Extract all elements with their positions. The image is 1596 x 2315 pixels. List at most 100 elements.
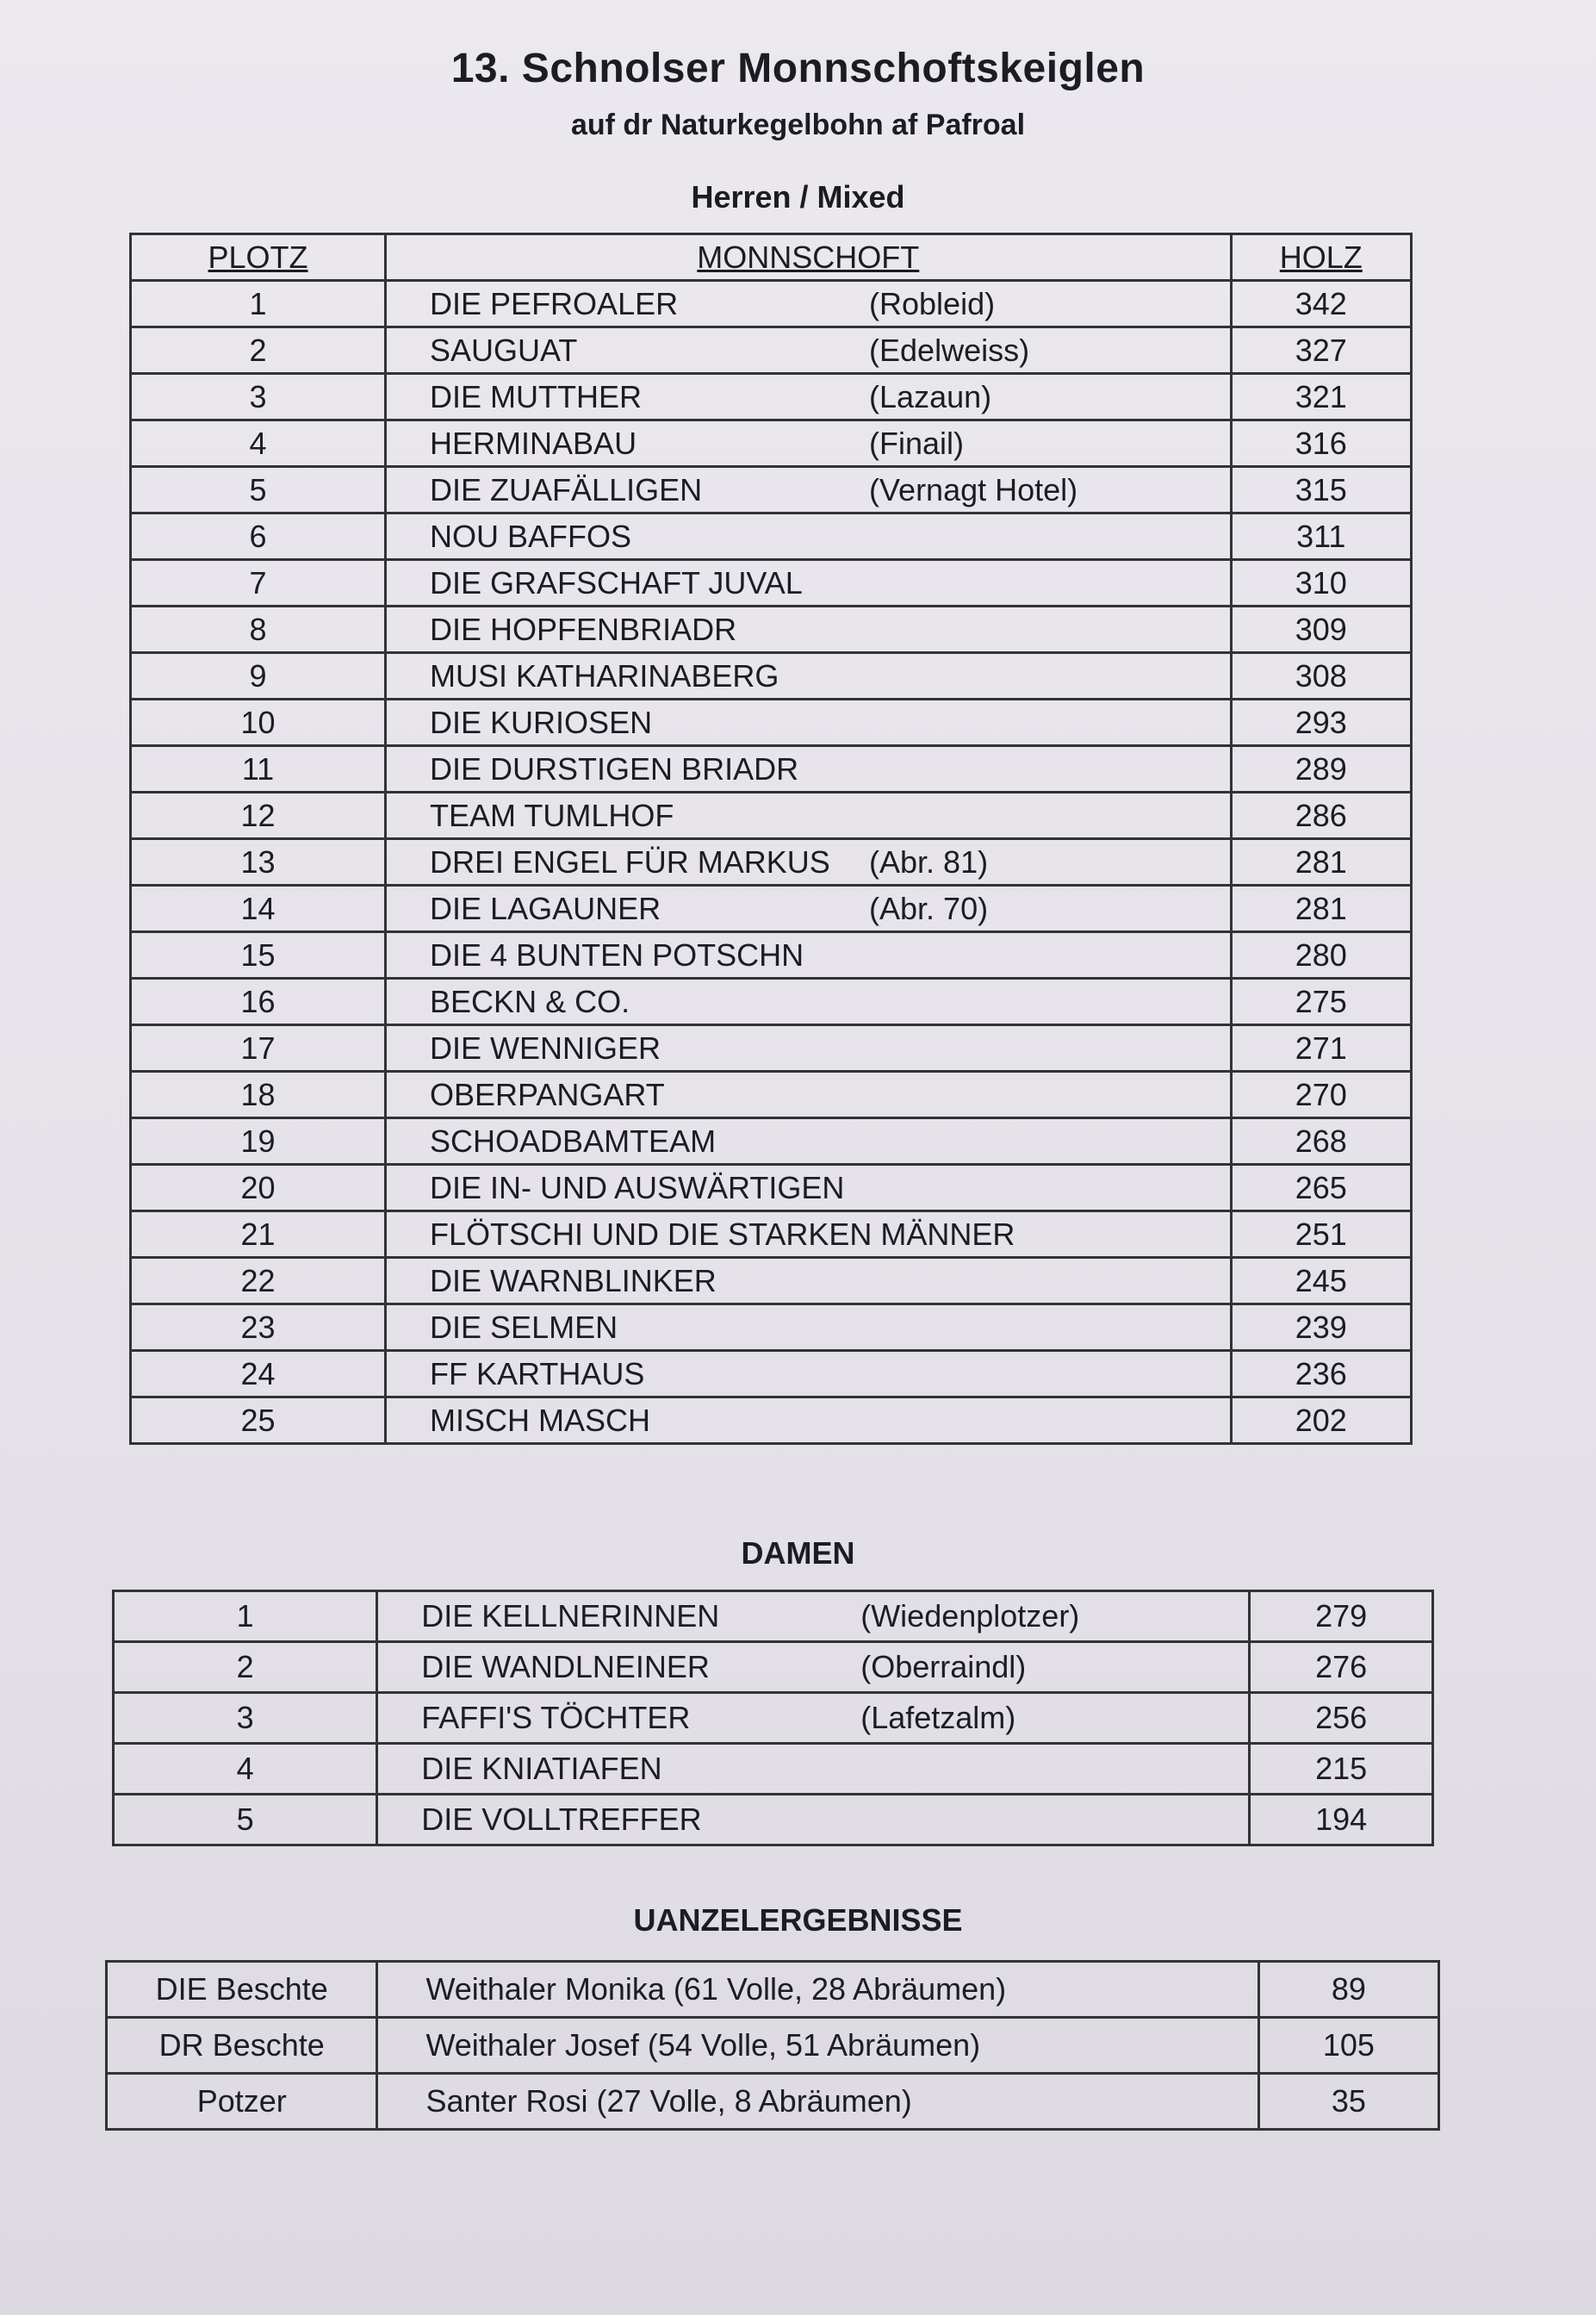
holz-cell: 276: [1248, 1640, 1434, 1694]
table-row: 3 DIE MUTTHER (Lazaun) 321: [128, 372, 1413, 421]
holz-cell: 35: [1257, 2072, 1441, 2131]
table-row: 23 DIE SELMEN 239: [128, 1303, 1413, 1352]
team-name: DIE KURIOSEN: [430, 704, 653, 740]
table-row: DIE Beschte Weithaler Monika (61 Volle, 2…: [104, 1960, 1441, 2019]
holz-cell: 202: [1229, 1396, 1413, 1445]
team-name: DIE 4 BUNTEN POTSCHN: [430, 937, 804, 973]
table-row: 25 MISCH MASCH 202: [128, 1396, 1413, 1445]
place-cell: 14: [128, 884, 388, 933]
team-cell: DIE MUTTHER (Lazaun): [384, 372, 1233, 421]
team-name: DIE KNIATIAFEN: [421, 1751, 662, 1786]
place-cell: 1: [128, 279, 388, 328]
table-row: 2 DIE WANDLNEINER (Oberraindl) 276: [111, 1640, 1434, 1694]
column-header-holz: HOLZ: [1229, 233, 1413, 282]
table-row: 2 SAUGUAT (Edelweiss) 327: [128, 326, 1413, 375]
table-row: 12 TEAM TUMLHOF 286: [128, 791, 1413, 840]
table-row: 13 DREI ENGEL FÜR MARKUS (Abr. 81) 281: [128, 837, 1413, 887]
award-label-cell: Potzer: [104, 2072, 379, 2131]
team-cell: MISCH MASCH: [384, 1396, 1233, 1445]
table-row: 8 DIE HOPFENBRIADR 309: [128, 605, 1413, 654]
team-name: DIE WARNBLINKER: [430, 1262, 717, 1298]
player-cell: Santer Rosi (27 Volle, 8 Abräumen): [376, 2072, 1260, 2131]
table-row: 1 DIE PEFROALER (Robleid) 342: [128, 279, 1413, 328]
table-row: 4 DIE KNIATIAFEN 215: [111, 1742, 1434, 1795]
table-row: 10 DIE KURIOSEN 293: [128, 698, 1413, 747]
place-cell: 25: [128, 1396, 388, 1445]
place-cell: 4: [128, 419, 388, 468]
holz-cell: 256: [1248, 1691, 1434, 1745]
table-row: 4 HERMINABAU (Finail) 316: [128, 419, 1413, 468]
place-cell: 20: [128, 1163, 388, 1212]
place-cell: 15: [128, 930, 388, 980]
place-cell: 3: [111, 1691, 379, 1745]
column-header-plotz: PLOTZ: [128, 233, 388, 282]
holz-cell: 315: [1229, 465, 1413, 514]
team-name: NOU BAFFOS: [430, 518, 632, 554]
document-subtitle: auf dr Naturkegelbohn af Pafroal: [570, 109, 1026, 141]
place-cell: 6: [128, 512, 388, 561]
table-row: 22 DIE WARNBLINKER 245: [128, 1256, 1413, 1305]
place-cell: 12: [128, 791, 388, 840]
table-row: Potzer Santer Rosi (27 Volle, 8 Abräumen)…: [104, 2072, 1441, 2131]
team-cell: FAFFI'S TÖCHTER (Lafetzalm): [376, 1691, 1251, 1745]
team-name: DIE DURSTIGEN BRIADR: [430, 750, 799, 787]
place-cell: 9: [128, 651, 388, 700]
holz-cell: 245: [1229, 1256, 1413, 1305]
club-name: (Vernagt Hotel): [869, 471, 1078, 507]
holz-cell: 289: [1229, 744, 1413, 793]
team-name: BECKN & CO.: [430, 983, 630, 1019]
einzel-results-table: DIE Beschte Weithaler Monika (61 Volle, 2…: [104, 1960, 1441, 2131]
team-cell: FF KARTHAUS: [384, 1349, 1233, 1398]
team-name: SAUGUAT: [430, 332, 578, 368]
club-name: (Abr. 70): [869, 890, 989, 926]
place-cell: 2: [128, 326, 388, 375]
table-header-row: PLOTZ MONNSCHOFT HOLZ: [128, 233, 1413, 282]
table-row: DR Beschte Weithaler Josef (54 Volle, 51 …: [104, 2016, 1441, 2075]
table-row: 6 NOU BAFFOS 311: [128, 512, 1413, 561]
team-cell: OBERPANGART: [384, 1070, 1233, 1119]
place-cell: 18: [128, 1070, 388, 1119]
place-cell: 5: [111, 1793, 379, 1846]
table-row: 19 SCHOADBAMTEAM 268: [128, 1117, 1413, 1166]
team-cell: DIE DURSTIGEN BRIADR: [384, 744, 1233, 793]
club-name: (Robleid): [869, 285, 996, 321]
herren-results-table: PLOTZ MONNSCHOFT HOLZ 1 DIE PEFROALER (Rob…: [128, 233, 1413, 1445]
club-name: (Oberraindl): [860, 1649, 1027, 1684]
holz-cell: 194: [1248, 1793, 1434, 1846]
damen-heading: DAMEN: [741, 1535, 855, 1571]
holz-cell: 286: [1229, 791, 1413, 840]
team-cell: DREI ENGEL FÜR MARKUS (Abr. 81): [384, 837, 1233, 887]
table-row: 20 DIE IN- UND AUSWÄRTIGEN 265: [128, 1163, 1413, 1212]
team-name: MUSI KATHARINABERG: [430, 657, 779, 694]
place-cell: 21: [128, 1210, 388, 1259]
table-row: 17 DIE WENNIGER 271: [128, 1024, 1413, 1073]
document-title: 13. Schnolser Monnschoftskeiglen: [450, 46, 1146, 91]
herren-heading: Herren / Mixed: [691, 179, 905, 215]
award-label-cell: DR Beschte: [104, 2016, 379, 2075]
team-name: SCHOADBAMTEAM: [430, 1123, 717, 1159]
place-cell: 13: [128, 837, 388, 887]
column-header-monnschoft: MONNSCHOFT: [384, 233, 1233, 282]
player-cell: Weithaler Monika (61 Volle, 28 Abräumen): [376, 1960, 1260, 2019]
place-cell: 2: [111, 1640, 379, 1694]
team-cell: DIE KELLNERINNEN (Wiedenplotzer): [376, 1590, 1251, 1643]
team-cell: HERMINABAU (Finail): [384, 419, 1233, 468]
holz-cell: 316: [1229, 419, 1413, 468]
team-cell: MUSI KATHARINABERG: [384, 651, 1233, 700]
team-name: DIE MUTTHER: [430, 378, 643, 414]
team-name: DIE LAGAUNER: [430, 890, 661, 926]
table-row: 15 DIE 4 BUNTEN POTSCHN 280: [128, 930, 1413, 980]
team-cell: DIE WARNBLINKER: [384, 1256, 1233, 1305]
table-row: 5 DIE VOLLTREFFER 194: [111, 1793, 1434, 1846]
holz-cell: 215: [1248, 1742, 1434, 1795]
team-cell: FLÖTSCHI UND DIE STARKEN MÄNNER: [384, 1210, 1233, 1259]
holz-cell: 308: [1229, 651, 1413, 700]
team-cell: DIE VOLLTREFFER: [376, 1793, 1251, 1846]
table-row: 9 MUSI KATHARINABERG 308: [128, 651, 1413, 700]
team-cell: DIE KURIOSEN: [384, 698, 1233, 747]
holz-cell: 310: [1229, 558, 1413, 607]
team-name: DIE KELLNERINNEN: [421, 1598, 720, 1634]
holz-cell: 271: [1229, 1024, 1413, 1073]
team-name: FAFFI'S TÖCHTER: [421, 1700, 691, 1735]
team-name: FLÖTSCHI UND DIE STARKEN MÄNNER: [430, 1216, 1015, 1252]
